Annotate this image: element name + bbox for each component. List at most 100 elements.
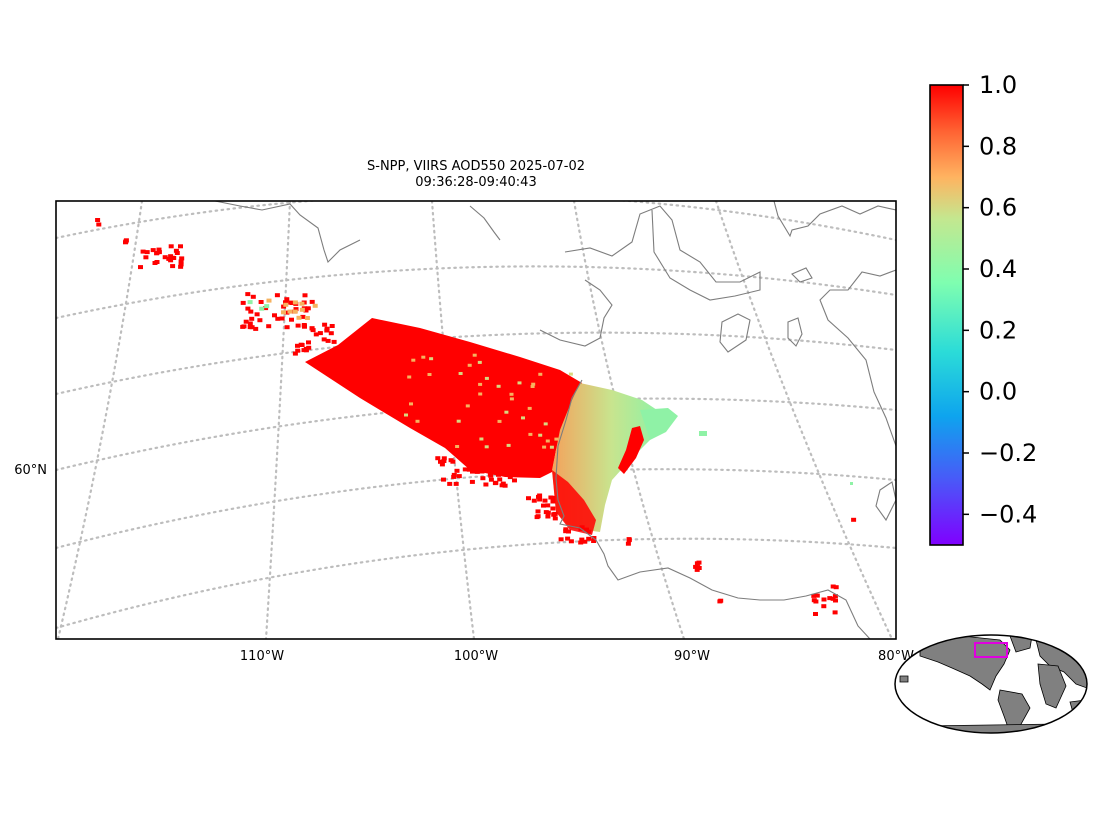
aod-pixel (143, 255, 149, 260)
aod-pixel (171, 256, 177, 260)
aod-pixel (537, 497, 543, 502)
map-title-line2: 09:36:28-09:40:43 (415, 175, 536, 190)
aod-pixel (484, 445, 489, 449)
aod-pixel (456, 474, 462, 479)
inset-africa (1037, 663, 1067, 709)
aod-pixel (456, 419, 461, 423)
aod-pixel (173, 248, 179, 253)
coastline-hudson-bay (555, 379, 871, 639)
aod-pixel (833, 598, 838, 603)
aod-pixel (328, 331, 334, 336)
aod-pixel (531, 498, 537, 503)
aod-pixel (243, 319, 249, 324)
aod-pixel (247, 300, 253, 305)
aod-pixel (480, 476, 486, 481)
colorbar-tick-label: −0.4 (979, 500, 1037, 528)
aod-pixel (283, 302, 289, 307)
aod-pixel (154, 251, 160, 256)
aod-pixel (541, 503, 546, 508)
aod-pixel (288, 300, 294, 305)
inset-north-america (919, 635, 1011, 691)
aod-pixel (579, 537, 585, 542)
aod-pixel (811, 593, 817, 598)
aod-pixel (466, 467, 472, 472)
colorbar-tick-label: 0.4 (979, 255, 1017, 283)
coastlines (214, 201, 896, 639)
aod-pixel (298, 342, 304, 347)
aod-pixel (154, 260, 160, 264)
aod-pixel (241, 324, 247, 329)
aod-pixel (527, 406, 532, 410)
aod-pixel (439, 462, 445, 467)
aod-pixel (506, 443, 511, 447)
aod-pixel (275, 316, 281, 321)
aod-pixel (331, 339, 337, 344)
parallel-line (56, 265, 896, 320)
aod-pixel (499, 483, 505, 488)
colorbar-tick-label: 0.8 (979, 132, 1017, 160)
aod-pixel (309, 326, 315, 331)
coastline (539, 279, 613, 347)
map-frame (55, 200, 897, 640)
aod-pixel (554, 437, 559, 441)
aod-pixel (421, 355, 426, 359)
aod-pixel (458, 372, 463, 375)
aod-pixel (156, 250, 162, 255)
aod-pixel (266, 298, 272, 303)
aod-pixel (293, 307, 299, 312)
aod-pixel (488, 473, 494, 478)
aod-pixel (254, 312, 260, 317)
aod-pixel (534, 515, 540, 520)
aod-pixel (813, 599, 819, 604)
aod-pixel (514, 458, 520, 463)
aod-pixel (306, 340, 311, 345)
aod-pixel (586, 529, 592, 534)
aod-pixel (586, 536, 592, 541)
aod-pixel (578, 540, 584, 545)
aod-pixel (404, 413, 408, 417)
aod-pixel (475, 459, 481, 464)
coastline (469, 205, 501, 241)
aod-swath-high (305, 318, 582, 478)
aod-pixel (299, 301, 305, 306)
coastline-east (819, 269, 896, 447)
aod-pixel (468, 458, 474, 463)
aod-pixel (538, 372, 543, 376)
aod-pixel (240, 300, 246, 305)
aod-pixel (699, 431, 707, 436)
aod-pixel (289, 317, 294, 322)
colorbar-ticks: 1.0 0.8 0.6 0.4 0.2 0.0 −0.2 −0.4 (963, 71, 1037, 528)
aod-pixel (625, 541, 631, 546)
aod-pixel (303, 308, 309, 313)
parallel-line (56, 331, 896, 396)
aod-pixel (324, 328, 330, 333)
aod-pixel (497, 477, 503, 482)
aod-pixel (830, 584, 836, 589)
aod-pixel (253, 326, 259, 331)
aod-pixel (258, 300, 264, 304)
aod-pixel (138, 265, 143, 270)
aod-pixel (479, 437, 484, 441)
aod-pixel (565, 536, 571, 541)
colorbar-tick-label: 0.6 (979, 194, 1017, 222)
aod-pixel (545, 514, 551, 519)
aod-pixel (591, 539, 597, 543)
aod-pixel (470, 469, 475, 474)
colorbar-tick-label: 0.0 (979, 378, 1017, 406)
meridian-line (430, 201, 476, 639)
aod-pixel (96, 222, 102, 227)
aod-pixel (301, 323, 307, 327)
aod-pixel (249, 316, 255, 321)
aod-pixel (296, 315, 302, 320)
aod-pixel (325, 338, 331, 343)
aod-pixel (694, 561, 700, 566)
aod-pixel (821, 597, 827, 602)
aod-pixel (281, 310, 286, 315)
aod-pixel (441, 456, 447, 461)
aod-pixel (166, 256, 172, 261)
aod-pixel (467, 363, 472, 367)
aod-pixel (248, 309, 254, 314)
aod-pixel (292, 300, 298, 305)
parallel-line (56, 201, 896, 242)
